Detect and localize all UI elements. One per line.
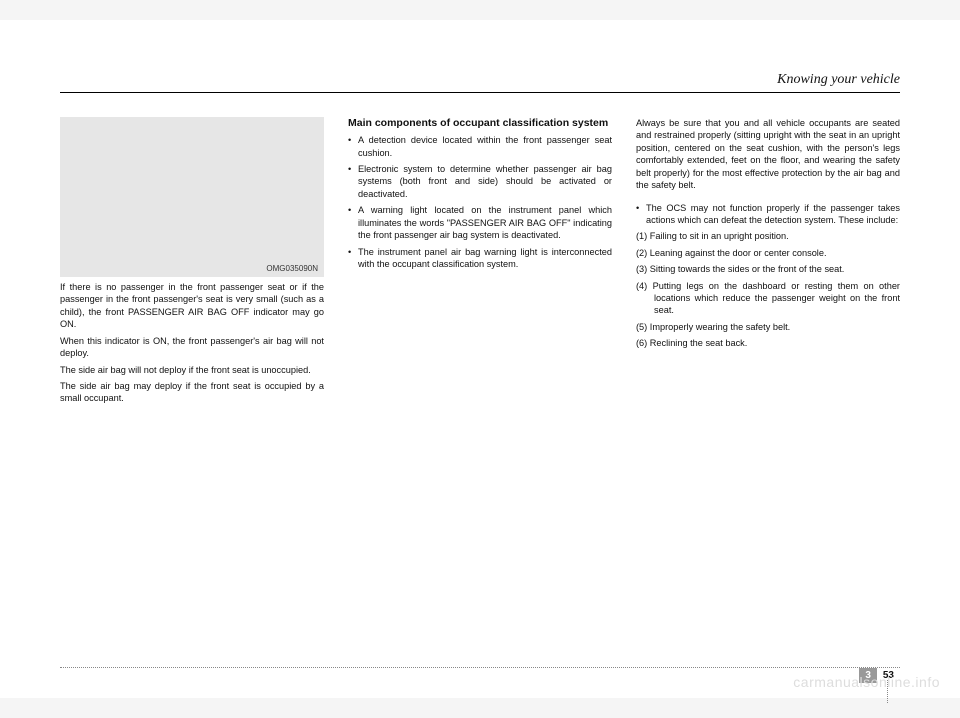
- numbered-item: (1) Failing to sit in an upright positio…: [636, 230, 900, 242]
- column-3: Always be sure that you and all vehicle …: [636, 117, 900, 409]
- numbered-item: (4) Putting legs on the dashboard or res…: [636, 280, 900, 317]
- paragraph: The side air bag may deploy if the front…: [60, 380, 324, 405]
- page-footer: 3 53: [60, 667, 900, 668]
- list-item: The instrument panel air bag warning lig…: [348, 246, 612, 271]
- paragraph: Always be sure that you and all vehicle …: [636, 117, 900, 192]
- list-item: A detection device located within the fr…: [348, 134, 612, 159]
- bullet-list: The OCS may not function properly if the…: [636, 202, 900, 227]
- numbered-item: (2) Leaning against the door or center c…: [636, 247, 900, 259]
- content-columns: OMG035090N If there is no passenger in t…: [60, 117, 900, 409]
- figure-code: OMG035090N: [266, 264, 318, 273]
- watermark: carmanualsonline.info: [793, 674, 940, 690]
- list-item: The OCS may not function properly if the…: [636, 202, 900, 227]
- numbered-item: (5) Improperly wearing the safety belt.: [636, 321, 900, 333]
- page-header: Knowing your vehicle: [60, 70, 900, 93]
- list-item: A warning light located on the instrumen…: [348, 204, 612, 241]
- figure-placeholder: OMG035090N: [60, 117, 324, 277]
- column-1: OMG035090N If there is no passenger in t…: [60, 117, 324, 409]
- bullet-list: A detection device located within the fr…: [348, 134, 612, 270]
- paragraph: The side air bag will not deploy if the …: [60, 364, 324, 376]
- page: Knowing your vehicle OMG035090N If there…: [0, 20, 960, 698]
- column-2: Main components of occupant classificati…: [348, 117, 612, 409]
- header-title: Knowing your vehicle: [777, 72, 900, 87]
- footer-rule: 3 53: [60, 667, 900, 668]
- numbered-item: (3) Sitting towards the sides or the fro…: [636, 263, 900, 275]
- list-item: Electronic system to determine whether p…: [348, 163, 612, 200]
- paragraph: When this indicator is ON, the front pas…: [60, 335, 324, 360]
- numbered-item: (6) Reclining the seat back.: [636, 337, 900, 349]
- section-heading: Main components of occupant classificati…: [348, 117, 612, 130]
- paragraph: If there is no passenger in the front pa…: [60, 281, 324, 331]
